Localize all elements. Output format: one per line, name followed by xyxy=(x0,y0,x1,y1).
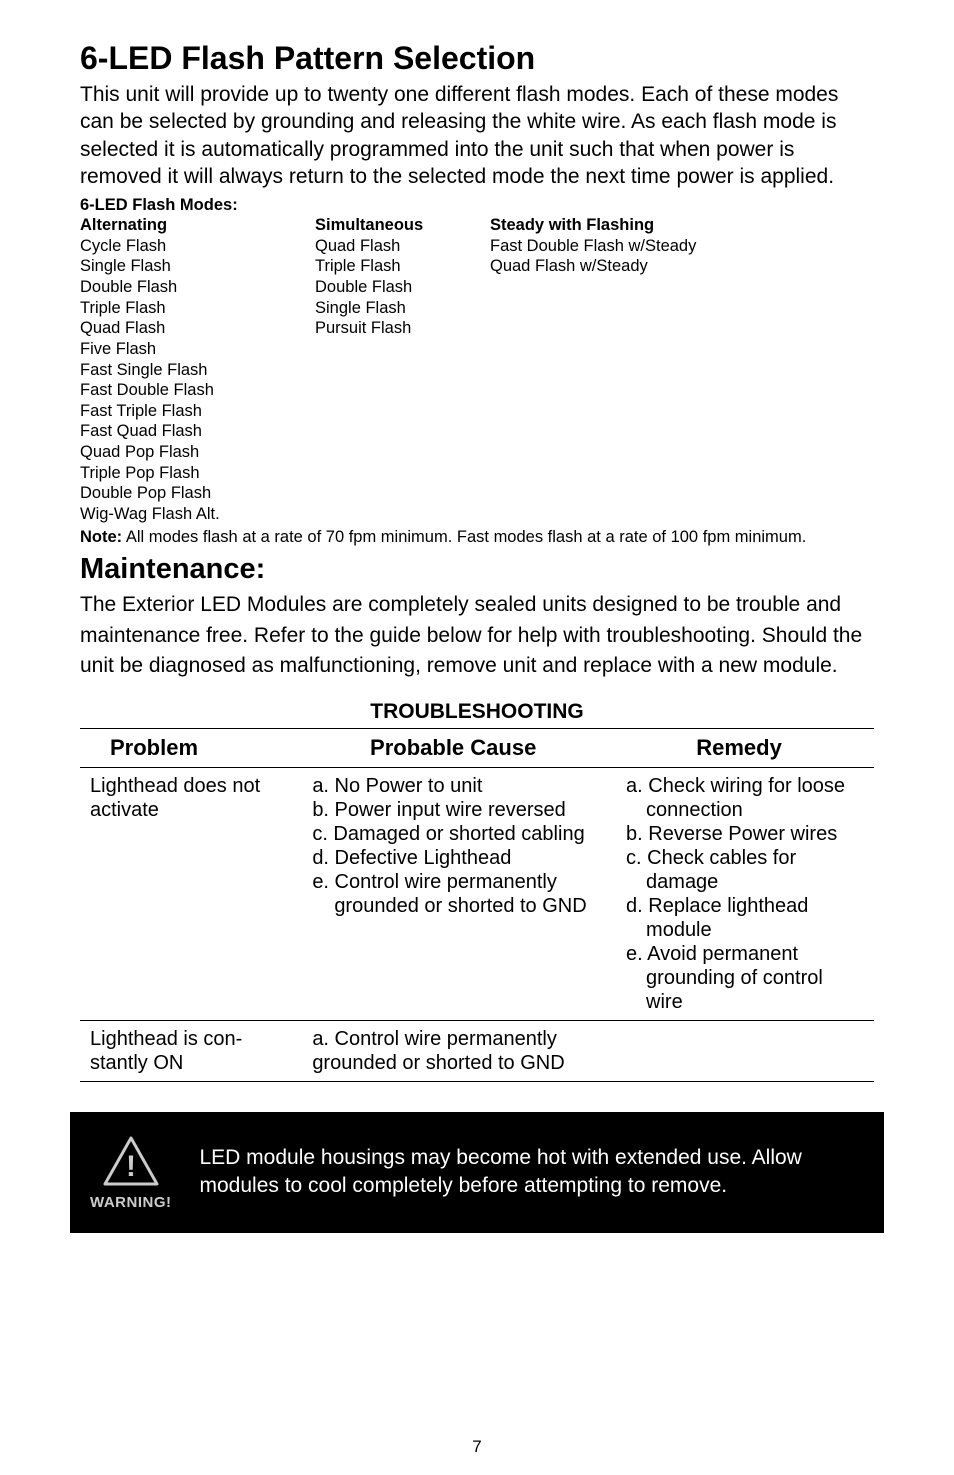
col-header-cause: Probable Cause xyxy=(302,728,604,767)
modes-col-simultaneous: Simultaneous Quad Flash Triple Flash Dou… xyxy=(315,215,490,524)
cause-item: a. No Power to unit xyxy=(312,774,594,798)
col-item: Pursuit Flash xyxy=(315,318,490,339)
col-item: Double Flash xyxy=(315,277,490,298)
cell-problem: Lighthead does not activate xyxy=(80,767,302,1020)
table-row: Lighthead is con-stantly ON a. Control w… xyxy=(80,1020,874,1081)
remedy-item: c. Check cables for damage xyxy=(614,846,864,894)
col-item: Quad Flash xyxy=(315,236,490,257)
col-item: Wig-Wag Flash Alt. xyxy=(80,504,315,525)
remedy-item: d. Replace lighthead module xyxy=(614,894,864,942)
warning-text: LED module housings may become hot with … xyxy=(200,1144,855,1201)
cell-problem: Lighthead is con-stantly ON xyxy=(80,1020,302,1081)
col-item: Fast Double Flash xyxy=(80,380,315,401)
col-item: Quad Pop Flash xyxy=(80,442,315,463)
modes-grid: Alternating Cycle Flash Single Flash Dou… xyxy=(80,215,874,524)
col-item: Double Pop Flash xyxy=(80,483,315,504)
warning-triangle-icon: ! xyxy=(101,1134,161,1188)
remedy-item: e. Avoid permanent grounding of control … xyxy=(614,942,864,1014)
modes-header: 6-LED Flash Modes: xyxy=(80,196,874,215)
note-label: Note: xyxy=(80,528,122,546)
col-item: Fast Single Flash xyxy=(80,360,315,381)
col-header: Simultaneous xyxy=(315,215,490,236)
troubleshooting-table: Problem Probable Cause Remedy Lighthead … xyxy=(80,728,874,1082)
col-item: Triple Flash xyxy=(315,256,490,277)
col-item: Triple Flash xyxy=(80,298,315,319)
cell-remedy: a. Check wiring for loose connection b. … xyxy=(604,767,874,1020)
col-header: Alternating xyxy=(80,215,315,236)
col-item: Fast Triple Flash xyxy=(80,401,315,422)
col-header: Steady with Flashing xyxy=(490,215,874,236)
col-item: Single Flash xyxy=(315,298,490,319)
col-item: Double Flash xyxy=(80,277,315,298)
col-item: Cycle Flash xyxy=(80,236,315,257)
remedy-item: a. Check wiring for loose connection xyxy=(614,774,864,822)
heading-maintenance: Maintenance: xyxy=(80,553,874,586)
remedy-item: b. Reverse Power wires xyxy=(614,822,864,846)
modes-col-steady: Steady with Flashing Fast Double Flash w… xyxy=(490,215,874,524)
page-number: 7 xyxy=(0,1437,954,1457)
col-header-problem: Problem xyxy=(80,728,302,767)
table-title: TROUBLESHOOTING xyxy=(80,700,874,724)
col-item: Fast Double Flash w/Steady xyxy=(490,236,874,257)
cause-item: b. Power input wire reversed xyxy=(312,798,594,822)
svg-text:!: ! xyxy=(126,1150,136,1183)
cause-item: c. Damaged or shorted cabling xyxy=(312,822,594,846)
col-item: Quad Flash xyxy=(80,318,315,339)
col-item: Five Flash xyxy=(80,339,315,360)
cell-cause: a. Control wire permanently grounded or … xyxy=(302,1020,604,1081)
table-row: Lighthead does not activate a. No Power … xyxy=(80,767,874,1020)
warning-icon-area: ! WARNING! xyxy=(90,1134,172,1211)
heading-flash-pattern: 6-LED Flash Pattern Selection xyxy=(80,40,874,77)
col-item: Single Flash xyxy=(80,256,315,277)
warning-label: WARNING! xyxy=(90,1194,172,1211)
page-container: 6-LED Flash Pattern Selection This unit … xyxy=(0,0,954,1475)
cell-cause: a. No Power to unit b. Power input wire … xyxy=(302,767,604,1020)
modes-col-alternating: Alternating Cycle Flash Single Flash Dou… xyxy=(80,215,315,524)
cell-remedy xyxy=(604,1020,874,1081)
intro-paragraph: This unit will provide up to twenty one … xyxy=(80,81,874,190)
maintenance-paragraph: The Exterior LED Modules are completely … xyxy=(80,590,874,681)
col-header-remedy: Remedy xyxy=(604,728,874,767)
cause-item: e. Control wire permanently grounded or … xyxy=(312,870,594,918)
col-item: Triple Pop Flash xyxy=(80,463,315,484)
note-paragraph: Note: All modes flash at a rate of 70 fp… xyxy=(80,527,874,548)
col-item: Fast Quad Flash xyxy=(80,421,315,442)
cause-item: d. Defective Lighthead xyxy=(312,846,594,870)
warning-box: ! WARNING! LED module housings may becom… xyxy=(70,1112,884,1233)
table-header-row: Problem Probable Cause Remedy xyxy=(80,728,874,767)
note-body: All modes flash at a rate of 70 fpm mini… xyxy=(122,528,806,546)
col-item: Quad Flash w/Steady xyxy=(490,256,874,277)
